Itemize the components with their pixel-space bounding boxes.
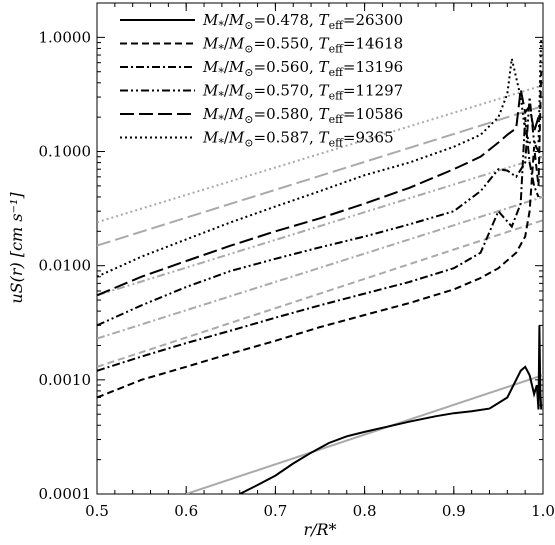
fit-line-2 [97,219,543,368]
fit-line-3 [97,195,543,340]
series-line-5 [97,89,540,297]
x-axis-title: r/R* [303,520,336,539]
legend-label-3: M*/M⊙=0.560, Teff=13196 [202,58,403,79]
x-tick-label: 0.8 [353,502,377,520]
series-lines [97,37,543,494]
x-tick-label: 0.5 [85,502,109,520]
series-line-1 [239,325,543,494]
y-axis-title: uS(r) [cm s⁻¹] [7,192,26,304]
legend-label-1: M*/M⊙=0.478, Teff=26300 [202,11,403,32]
x-tick-label: 0.9 [442,502,466,520]
legend-label-5: M*/M⊙=0.580, Teff=10586 [202,105,403,126]
x-tick-label: 0.6 [174,502,198,520]
x-axis-ticks: 0.5 0.6 0.7 0.8 0.9 1.0 [85,3,555,520]
y-tick-label: 0.1000 [39,143,92,161]
legend-label-6: M*/M⊙=0.587, Teff=9365 [202,129,394,150]
fit-line-4 [97,155,543,297]
fit-line-5 [97,105,543,247]
y-tick-label: 1.0000 [39,28,92,46]
series-line-2 [97,71,543,399]
legend-label-4: M*/M⊙=0.570, Teff=11297 [202,82,403,103]
series-line-4 [97,97,540,327]
plot-frame [96,2,544,495]
y-tick-label: 0.0100 [39,257,92,275]
y-tick-label: 0.0001 [39,485,92,503]
series-line-6 [97,37,543,278]
y-axis-ticks: 0.0001 0.0010 0.0100 0.1000 1.0000 [39,2,543,503]
legend-label-2: M*/M⊙=0.550, Teff=14618 [202,35,403,56]
x-tick-label: 1.0 [531,502,555,520]
x-tick-label: 0.7 [263,502,287,520]
fit-line-1 [185,374,543,494]
legend: M*/M⊙=0.478, Teff=26300 M*/M⊙=0.550, Teff… [120,11,403,150]
y-tick-label: 0.0010 [39,371,92,389]
fit-lines [97,84,543,494]
